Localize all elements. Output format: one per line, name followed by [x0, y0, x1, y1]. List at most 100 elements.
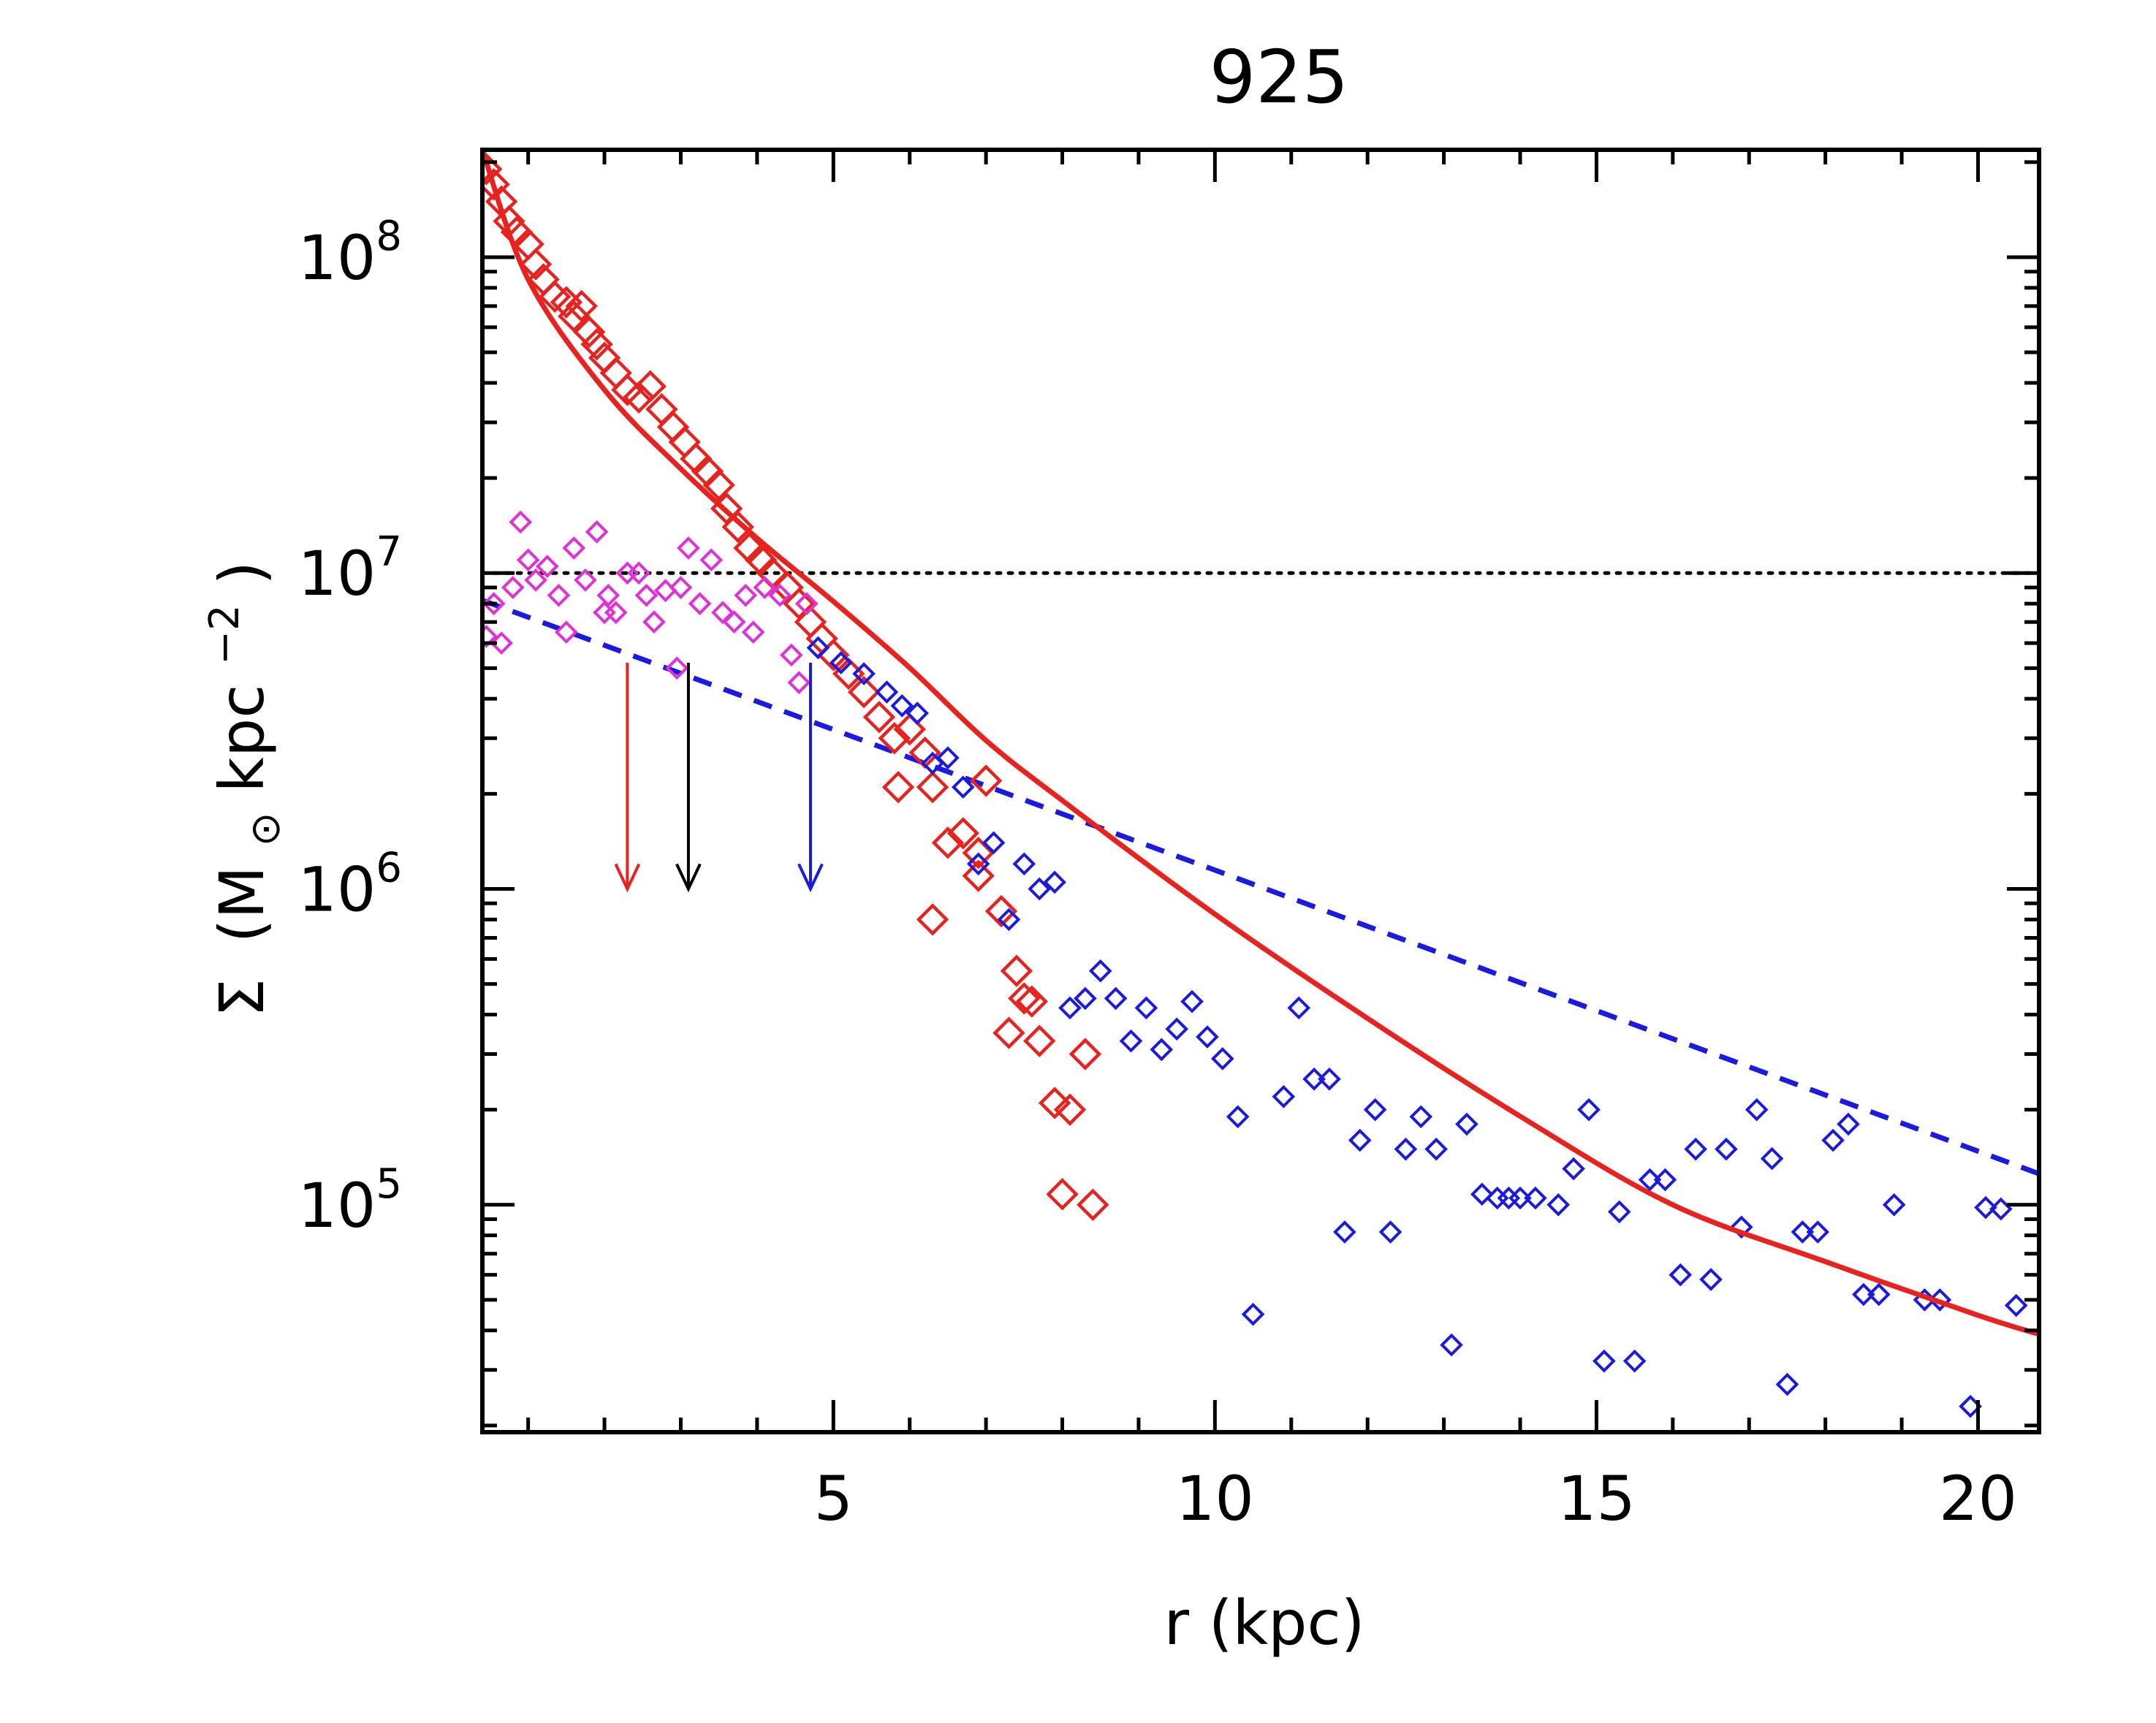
blue-point: [1593, 1349, 1616, 1373]
red-point: [862, 701, 896, 734]
blue-point: [875, 680, 899, 704]
y-axis-title-open: (M: [206, 866, 278, 943]
blue-point: [1928, 1288, 1952, 1312]
red-point: [1077, 1188, 1109, 1221]
blue-point: [1272, 1084, 1296, 1108]
blue-point: [1729, 1215, 1753, 1239]
red-point: [946, 817, 979, 850]
blue-point: [1524, 1186, 1547, 1210]
y-axis-title: Σ (M ⊙ kpc −2 ): [181, 561, 294, 1017]
red-point: [794, 606, 827, 639]
magenta-point: [677, 536, 700, 560]
arrow: [675, 662, 702, 893]
blue-point: [906, 701, 929, 725]
blue-point: [1134, 996, 1158, 1020]
y-tick-label: 108: [297, 213, 402, 294]
red-point: [1015, 985, 1048, 1018]
magenta-point: [516, 548, 540, 572]
magenta-point: [688, 592, 712, 615]
blue-point: [1058, 996, 1082, 1020]
magenta-point: [780, 643, 803, 667]
red-point: [1038, 1087, 1071, 1119]
red-point: [599, 357, 632, 389]
red-point: [721, 510, 754, 544]
red-point: [805, 622, 838, 655]
magenta-point: [669, 576, 693, 599]
y-tick-label: 105: [297, 1160, 402, 1241]
red-point: [1046, 1178, 1079, 1211]
arrow: [614, 662, 641, 893]
blue-point: [1196, 1025, 1219, 1049]
magenta-point: [593, 601, 616, 625]
blue-point: [966, 852, 990, 876]
blue-point: [1333, 1220, 1356, 1244]
data-layer: [482, 150, 2039, 1418]
blue-point: [890, 694, 914, 718]
red-point: [916, 771, 949, 804]
blue-point: [1699, 1268, 1723, 1291]
red-point: [1008, 982, 1041, 1015]
x-tick-label: 10: [1176, 1463, 1254, 1534]
blue-point: [1180, 989, 1204, 1013]
blue-point: [1088, 959, 1112, 983]
red-point: [931, 826, 965, 859]
blue-point: [1852, 1282, 1875, 1306]
blue-point: [1974, 1195, 1997, 1220]
magenta-point: [524, 568, 547, 592]
blue-point: [1821, 1128, 1845, 1152]
blue-point: [1546, 1193, 1571, 1217]
y-tick-label-exponent: 5: [376, 1160, 402, 1208]
blue-point: [1837, 1112, 1860, 1136]
blue-point: [1440, 1333, 1463, 1357]
magenta-point: [665, 656, 689, 680]
magenta-point: [562, 536, 586, 560]
magenta-point: [627, 561, 650, 585]
red-point: [482, 153, 503, 186]
blue-point: [1287, 996, 1311, 1020]
magenta-point: [768, 583, 792, 607]
chart-title: 925: [1210, 34, 1349, 120]
red-point: [565, 289, 598, 323]
red-point: [893, 712, 926, 746]
y-tick-label-exponent: 8: [376, 213, 402, 260]
blue-point: [829, 651, 853, 674]
red-point: [558, 300, 591, 333]
blue-point: [1394, 1137, 1418, 1161]
blue-point: [1226, 1105, 1250, 1129]
blue-point: [1669, 1263, 1693, 1287]
red-point: [519, 248, 553, 281]
blue-point: [1562, 1157, 1585, 1181]
magenta-point: [547, 583, 571, 607]
blue-points: [806, 636, 2028, 1418]
y-tick-label-base: 10: [297, 222, 376, 294]
blue-point: [1653, 1168, 1677, 1192]
y-axis-title-sigma: Σ: [206, 978, 278, 1017]
blue-point: [1715, 1137, 1738, 1161]
magenta-points: [482, 510, 819, 694]
magenta-point: [555, 620, 578, 644]
red-point: [668, 425, 701, 459]
magenta-point: [509, 510, 533, 534]
x-tick-label: 5: [814, 1463, 853, 1534]
blue-point: [1806, 1220, 1830, 1244]
blue-point: [1791, 1220, 1815, 1244]
blue-point: [951, 775, 975, 799]
blue-point: [1760, 1146, 1784, 1171]
blue-point: [1867, 1282, 1891, 1306]
red-point: [984, 894, 1018, 928]
blue-point: [997, 908, 1021, 932]
blue-point: [1455, 1112, 1479, 1136]
blue-point: [1150, 1038, 1174, 1062]
y-tick-label-base: 10: [297, 1170, 376, 1241]
y-axis-title-unit: kpc: [206, 685, 278, 793]
magenta-point: [490, 631, 513, 655]
y-tick-label-exponent: 6: [376, 845, 402, 892]
magenta-point: [585, 520, 609, 544]
x-axis-title: r (kpc): [1164, 1587, 1365, 1659]
magenta-point: [794, 592, 819, 615]
red-point: [878, 722, 911, 755]
red-point: [969, 764, 1003, 797]
red-point: [881, 771, 915, 804]
y-tick-label-base: 10: [297, 854, 376, 926]
blue-point: [1745, 1098, 1769, 1122]
